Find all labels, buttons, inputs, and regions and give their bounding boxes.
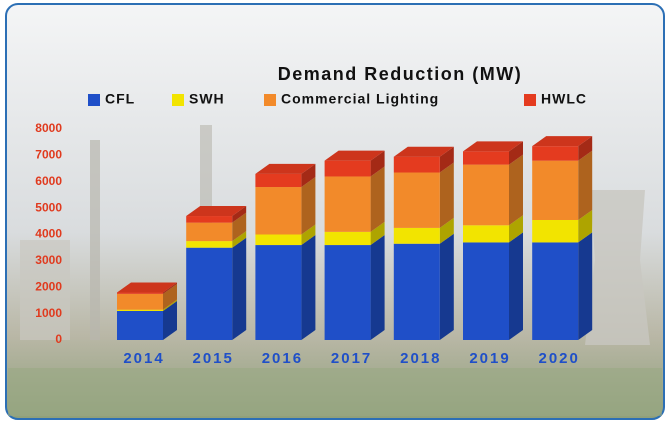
y-tick-label: 8000 (35, 121, 62, 135)
x-tick-label: 2017 (331, 350, 372, 367)
background-tower (585, 190, 650, 345)
bar-side (163, 300, 177, 340)
legend-swatch (264, 94, 276, 106)
bar-side (232, 231, 247, 248)
bar (393, 156, 440, 173)
bar (117, 310, 163, 340)
bar-side (232, 206, 247, 223)
bar (463, 151, 509, 165)
bar-side (301, 177, 316, 235)
x-tick-label: 2020 (539, 350, 580, 367)
bar (255, 234, 302, 246)
bar-top (393, 146, 454, 157)
bar-side (439, 162, 454, 228)
bar-side (163, 283, 177, 310)
y-tick-label: 2000 (35, 279, 62, 293)
bar-top (532, 136, 593, 147)
legend-label: HWLC (541, 91, 587, 107)
bar (532, 160, 579, 220)
background-building (20, 240, 70, 340)
x-tick-label: 2014 (123, 350, 164, 367)
bar-side (301, 224, 316, 246)
bar-top (463, 141, 523, 152)
bar-side (509, 215, 523, 243)
y-tick-label: 5000 (35, 200, 62, 214)
y-tick-label: 7000 (35, 148, 62, 162)
bar-side (370, 221, 385, 246)
bar (463, 164, 509, 226)
bar (186, 222, 233, 242)
bar (324, 160, 371, 177)
bar-side (370, 235, 385, 340)
bar (532, 146, 579, 161)
bar (463, 225, 509, 243)
bar-side (509, 141, 523, 165)
x-tick-label: 2016 (262, 350, 303, 367)
x-tick-label: 2019 (469, 350, 510, 367)
bar-side (232, 237, 247, 340)
bar-side (439, 217, 454, 244)
bar-side (301, 235, 316, 340)
y-tick-label: 4000 (35, 227, 62, 241)
chart-title: Demand Reduction (MW) (278, 64, 523, 84)
bar (463, 242, 509, 340)
y-tick-label: 6000 (35, 174, 62, 188)
bar-side (578, 232, 593, 340)
bar-side (163, 282, 177, 294)
background-field (8, 368, 662, 416)
legend-label: Commercial Lighting (281, 91, 439, 107)
bar (186, 241, 233, 248)
bar (117, 309, 163, 311)
bar-top (117, 282, 177, 293)
y-tick-label: 3000 (35, 253, 62, 267)
bar-top (255, 163, 316, 174)
legend-label: SWH (189, 91, 225, 107)
bar-side (370, 166, 385, 232)
bar-side (578, 209, 593, 243)
legend-label: CFL (105, 91, 135, 107)
bar (393, 172, 440, 228)
bar-side (509, 232, 523, 340)
bar (255, 173, 302, 188)
legend-swatch (172, 94, 184, 106)
bar (393, 243, 440, 340)
bar (186, 247, 233, 340)
bar (186, 216, 233, 223)
bar (255, 245, 302, 340)
bar-side (509, 154, 523, 226)
bar-side (578, 136, 593, 161)
bar-side (439, 146, 454, 173)
y-tick-label: 0 (55, 332, 62, 346)
bar (255, 187, 302, 235)
bar (324, 245, 371, 340)
bar-top (186, 206, 247, 217)
bar (117, 293, 163, 310)
bar-side (163, 299, 177, 311)
bar (324, 231, 371, 246)
bar-side (370, 150, 385, 177)
bar (324, 176, 371, 232)
bar-top (324, 150, 385, 161)
bar (393, 227, 440, 244)
bar-side (439, 233, 454, 340)
bar-side (578, 150, 593, 220)
x-tick-label: 2015 (193, 350, 234, 367)
y-tick-label: 1000 (35, 306, 62, 320)
x-tick-label: 2018 (400, 350, 441, 367)
bar (117, 292, 163, 294)
bar (532, 242, 579, 340)
bar-side (232, 212, 247, 242)
legend-swatch (88, 94, 100, 106)
legend-swatch (524, 94, 536, 106)
background-chimney (90, 140, 100, 340)
bar (532, 219, 579, 243)
bar-side (301, 163, 316, 188)
